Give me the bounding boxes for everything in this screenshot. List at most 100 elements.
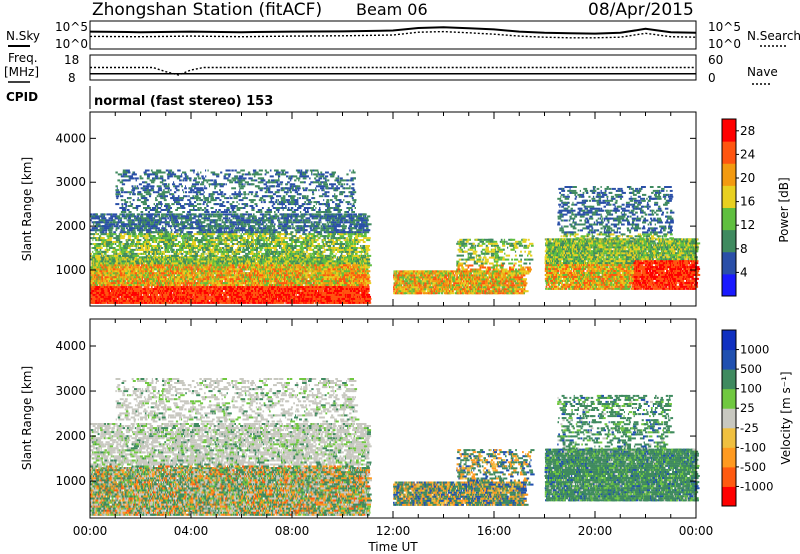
power-pixel xyxy=(260,260,262,262)
power-pixel xyxy=(169,286,171,288)
power-pixel xyxy=(146,276,148,278)
power-pixel xyxy=(121,282,122,284)
power-pixel xyxy=(171,292,172,294)
power-pixel xyxy=(139,296,140,298)
power-pixel xyxy=(306,280,308,282)
power-pixel xyxy=(141,286,142,288)
power-pixel xyxy=(210,288,212,290)
power-pixel xyxy=(227,298,228,300)
power-pixel xyxy=(214,260,215,262)
power-pixel xyxy=(273,298,274,300)
power-pixel xyxy=(226,270,228,272)
power-pixel xyxy=(223,278,225,280)
power-pixel xyxy=(255,260,256,262)
power-pixel xyxy=(274,260,275,262)
power-pixel xyxy=(299,278,301,280)
power-pixel xyxy=(103,278,105,280)
power-pixel xyxy=(188,302,189,304)
power-pixel xyxy=(306,264,307,266)
power-pixel xyxy=(205,302,206,304)
power-pixel xyxy=(115,298,117,300)
power-pixel xyxy=(277,294,279,296)
power-pixel xyxy=(179,266,180,268)
power-pixel xyxy=(190,296,192,298)
power-pixel xyxy=(173,274,174,276)
power-pixel xyxy=(270,272,272,274)
power-pixel xyxy=(182,282,183,284)
power-pixel xyxy=(179,290,181,292)
power-pixel xyxy=(158,260,160,262)
power-pixel xyxy=(178,258,180,260)
power-pixel xyxy=(108,290,109,292)
power-pixel xyxy=(194,298,196,300)
power-pixel xyxy=(215,292,216,294)
power-pixel xyxy=(314,290,316,292)
power-pixel xyxy=(123,280,125,282)
power-pixel xyxy=(230,268,232,270)
power-pixel xyxy=(189,300,191,302)
power-pixel xyxy=(159,294,161,296)
power-pixel xyxy=(166,282,167,284)
power-pixel xyxy=(196,268,197,270)
power-pixel xyxy=(228,276,230,278)
power-pixel xyxy=(196,298,197,300)
power-pixel xyxy=(155,282,156,284)
power-pixel xyxy=(124,286,125,288)
power-pixel xyxy=(111,258,112,260)
power-pixel xyxy=(145,298,146,300)
power-pixel xyxy=(258,300,259,302)
power-pixel xyxy=(286,298,287,300)
power-pixel xyxy=(129,258,130,260)
power-pixel xyxy=(208,270,209,272)
power-pixel xyxy=(203,264,205,266)
power-pixel xyxy=(223,298,225,300)
power-pixel xyxy=(158,288,159,290)
power-pixel xyxy=(265,294,266,296)
power-pixel xyxy=(240,272,243,274)
power-pixel xyxy=(212,284,213,286)
power-pixel xyxy=(282,300,284,302)
power-pixel xyxy=(285,286,286,288)
power-pixel xyxy=(189,294,191,296)
power-pixel xyxy=(177,292,178,294)
nsky-label: N.Sky xyxy=(6,29,40,43)
power-pixel xyxy=(274,280,276,282)
power-pixel xyxy=(154,260,156,262)
power-pixel xyxy=(102,292,105,294)
power-pixel xyxy=(192,300,194,302)
power-pixel xyxy=(295,260,297,262)
power-pixel xyxy=(103,270,104,272)
power-pixel xyxy=(317,272,318,274)
power-pixel xyxy=(307,278,308,280)
power-pixel xyxy=(130,282,131,284)
power-pixel xyxy=(168,272,169,274)
power-pixel xyxy=(201,260,205,262)
power-pixel xyxy=(119,286,121,288)
power-pixel xyxy=(146,258,147,260)
power-pixel xyxy=(217,282,219,284)
noise-panel: 10^5 10^0 10^5 10^0 N.Sky N.Search xyxy=(6,20,800,51)
power-pixel xyxy=(313,300,315,302)
power-pixel xyxy=(172,302,173,304)
power-pixel xyxy=(213,286,215,288)
power-pixel xyxy=(261,264,263,266)
power-pixel xyxy=(101,276,103,278)
power-pixel xyxy=(230,272,233,274)
power-pixel xyxy=(244,270,245,272)
power-pixel xyxy=(303,282,305,284)
power-pixel xyxy=(112,264,113,266)
power-pixel xyxy=(258,302,259,304)
freq-label: Freq. xyxy=(8,51,38,65)
power-pixel xyxy=(96,270,97,272)
frequency-panel: 18 8 60 0 Freq. [MHz] Nave CPID normal (… xyxy=(4,51,778,109)
power-pixel xyxy=(307,286,308,288)
power-pixel xyxy=(305,272,307,274)
power-pixel xyxy=(232,270,233,272)
power-pixel xyxy=(217,286,219,288)
power-pixel xyxy=(212,264,214,266)
power-pixel xyxy=(267,288,268,290)
power-pixel xyxy=(314,284,315,286)
power-pixel xyxy=(311,298,312,300)
noise-left-tick-bottom: 10^0 xyxy=(55,37,88,51)
